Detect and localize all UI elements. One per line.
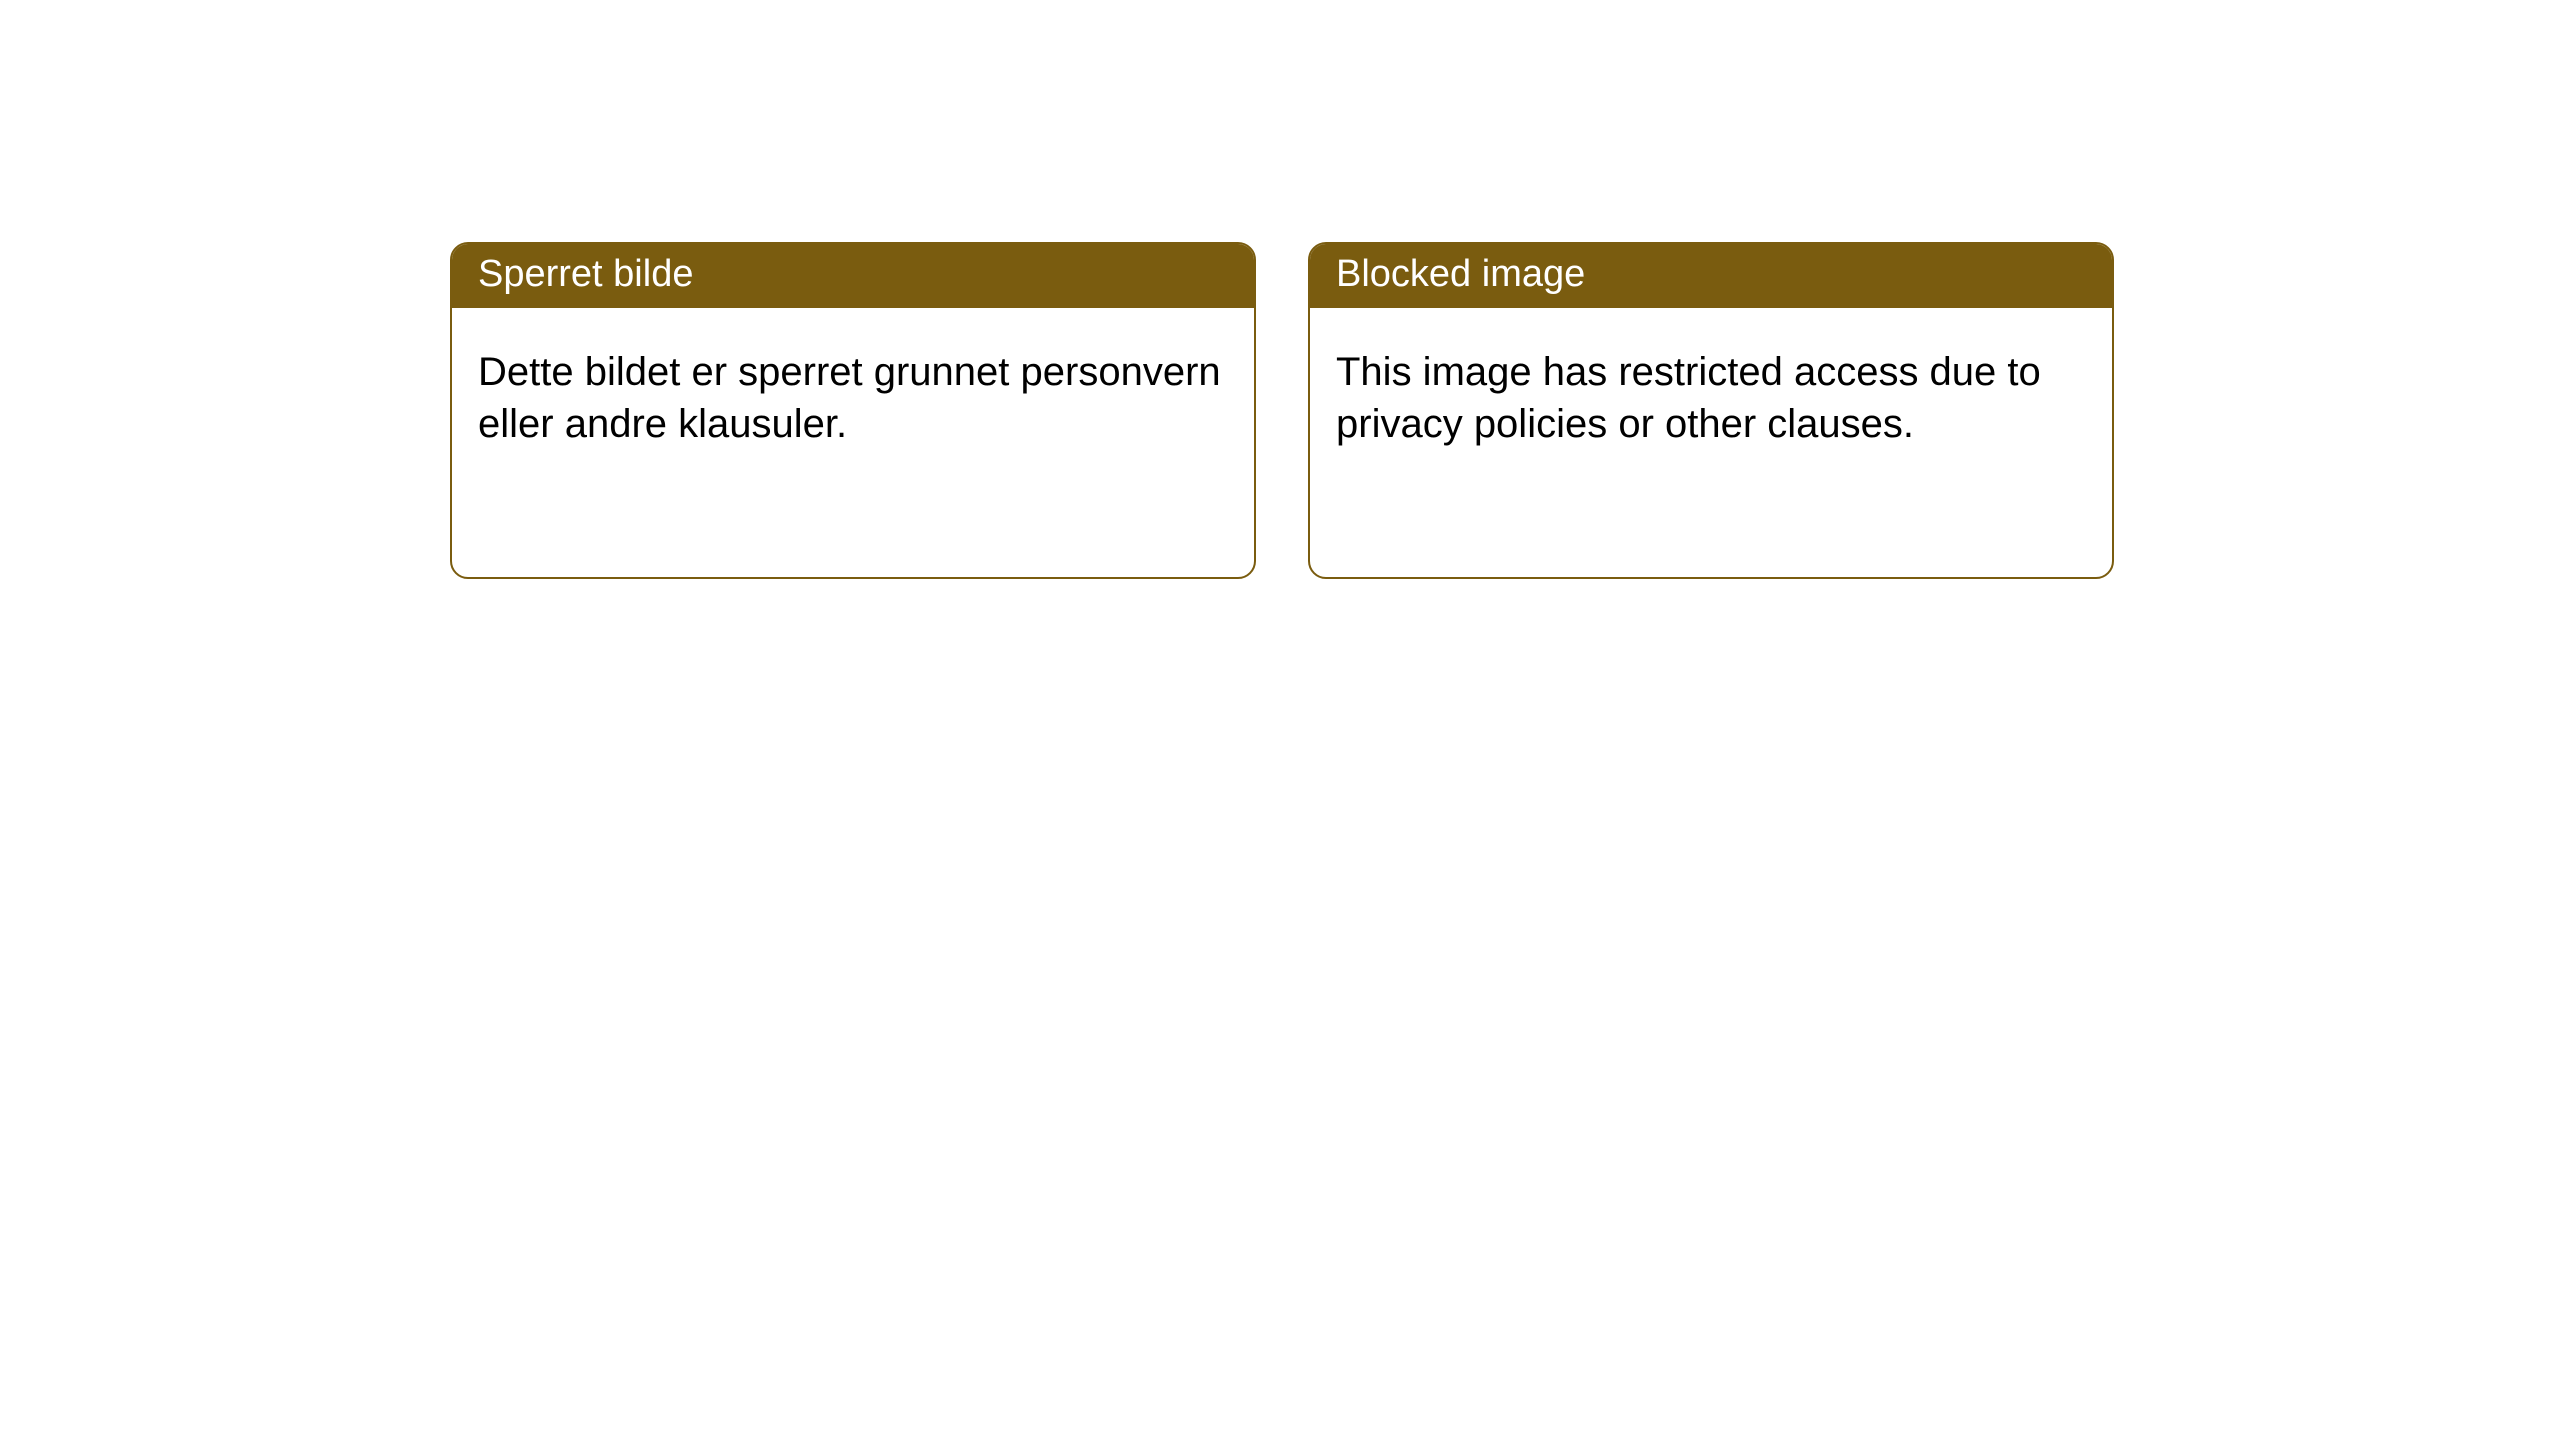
notice-header-norwegian: Sperret bilde: [452, 244, 1254, 308]
notice-body-norwegian: Dette bildet er sperret grunnet personve…: [452, 308, 1254, 478]
notice-header-english: Blocked image: [1310, 244, 2112, 308]
notice-card-english: Blocked image This image has restricted …: [1308, 242, 2114, 579]
notice-card-norwegian: Sperret bilde Dette bildet er sperret gr…: [450, 242, 1256, 579]
notice-pair-container: Sperret bilde Dette bildet er sperret gr…: [0, 0, 2560, 579]
notice-body-english: This image has restricted access due to …: [1310, 308, 2112, 478]
